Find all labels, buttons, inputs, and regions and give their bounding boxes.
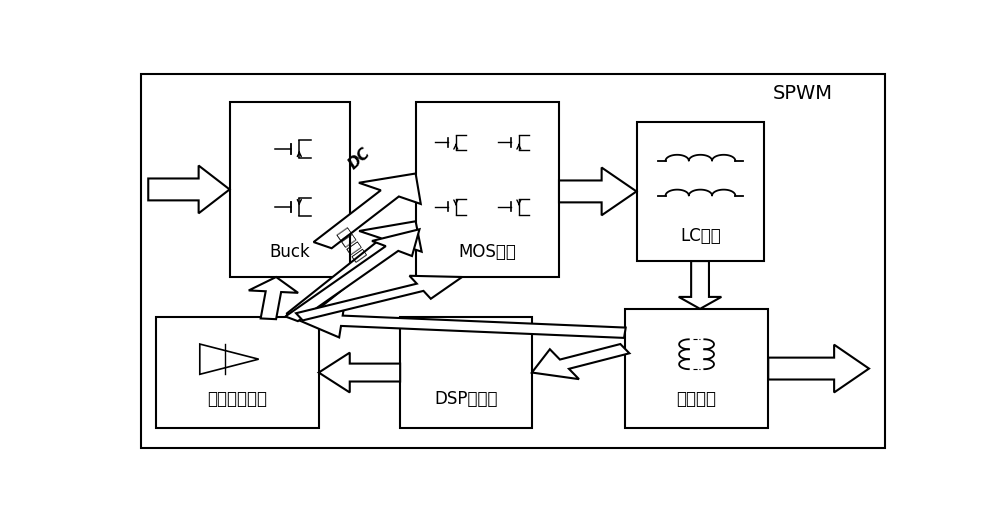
Polygon shape — [296, 276, 462, 321]
Text: 控制信号: 控制信号 — [334, 225, 367, 264]
Bar — [625, 309, 768, 428]
Text: MOS全桥: MOS全桥 — [458, 243, 516, 261]
Polygon shape — [285, 229, 420, 321]
Polygon shape — [559, 168, 637, 215]
Bar — [156, 317, 319, 428]
Bar — [230, 102, 350, 277]
Polygon shape — [200, 344, 259, 374]
Polygon shape — [532, 344, 629, 379]
Text: DC: DC — [346, 145, 374, 173]
Text: 隔离驱动控制: 隔离驱动控制 — [207, 390, 267, 408]
Text: 隔离变压: 隔离变压 — [677, 390, 717, 408]
Polygon shape — [249, 277, 298, 319]
Bar — [637, 122, 764, 261]
Text: Buck: Buck — [269, 243, 310, 261]
Text: LC滤波: LC滤波 — [680, 227, 721, 245]
Polygon shape — [768, 345, 869, 392]
Text: SPWM: SPWM — [773, 84, 833, 103]
Bar — [400, 317, 532, 428]
Text: DSP控制器: DSP控制器 — [434, 390, 498, 408]
Polygon shape — [319, 353, 400, 392]
Bar — [416, 102, 559, 277]
Polygon shape — [314, 174, 421, 248]
Polygon shape — [296, 304, 626, 338]
Polygon shape — [148, 165, 230, 214]
Polygon shape — [679, 261, 721, 309]
Polygon shape — [286, 221, 422, 320]
